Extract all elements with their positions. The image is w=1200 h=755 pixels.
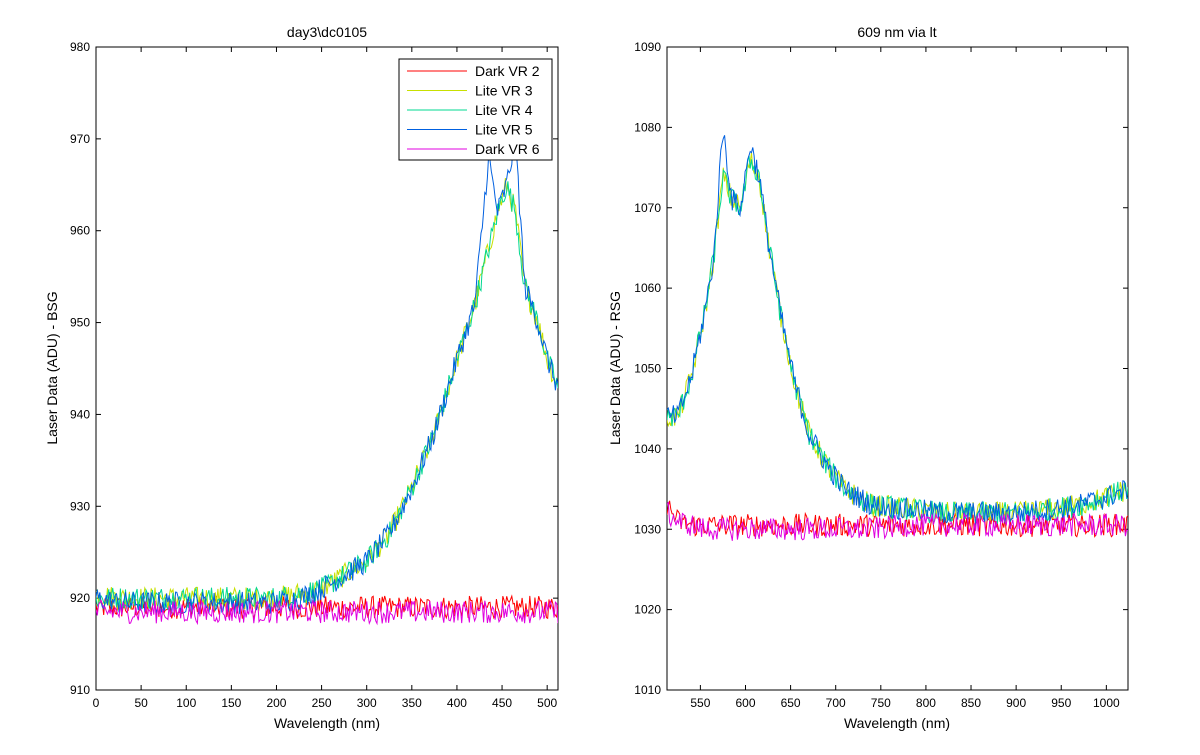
right-y-axis-label: Laser Data (ADU) - RSG	[607, 291, 623, 445]
x-tick-label: 800	[916, 696, 936, 710]
y-tick-label: 1030	[634, 522, 661, 536]
x-tick-label: 750	[871, 696, 891, 710]
right-ticks: 550 600 650 700 750 800 850 900 950 1000 1010 1020 1…	[634, 40, 1128, 710]
y-tick-label: 1070	[634, 201, 661, 215]
y-tick-label: 920	[70, 591, 90, 605]
legend-entry-label: Lite VR 3	[475, 83, 533, 99]
x-tick-label: 850	[961, 696, 981, 710]
x-tick-label: 350	[402, 696, 422, 710]
x-tick-label: 300	[357, 696, 377, 710]
x-tick-label: 950	[1051, 696, 1071, 710]
y-tick-label: 1040	[634, 442, 661, 456]
x-tick-label: 450	[492, 696, 512, 710]
x-tick-label: 1000	[1093, 696, 1120, 710]
legend-entry-label: Dark VR 6	[475, 141, 540, 157]
left-y-axis-label: Laser Data (ADU) - BSG	[44, 291, 60, 444]
y-tick-label: 970	[70, 132, 90, 146]
y-tick-label: 960	[70, 224, 90, 238]
y-tick-label: 1060	[634, 281, 661, 295]
legend: Dark VR 2 Lite VR 3 Lite VR 4 Lite VR 5 Dark…	[398, 58, 553, 161]
y-tick-label: 1010	[634, 683, 661, 697]
series-line-lite-vr-3	[96, 178, 558, 612]
right-series-group	[667, 135, 1128, 541]
legend-entry-label: Lite VR 4	[475, 102, 533, 118]
y-tick-label: 980	[70, 40, 90, 54]
y-tick-label: 930	[70, 499, 90, 513]
x-tick-label: 50	[134, 696, 148, 710]
x-tick-label: 0	[93, 696, 100, 710]
y-tick-label: 1090	[634, 40, 661, 54]
series-line-lite-vr-5	[667, 135, 1128, 526]
legend-entry-label: Lite VR 5	[475, 122, 533, 138]
left-plot-title: day3\dc0105	[287, 24, 367, 40]
y-tick-label: 1020	[634, 603, 661, 617]
y-tick-label: 910	[70, 683, 90, 697]
x-tick-label: 700	[826, 696, 846, 710]
series-line-dark-vr-2	[96, 594, 558, 621]
right-plot: 550 600 650 700 750 800 850 900 950 1000 1010 1020 1…	[607, 24, 1129, 731]
series-line-dark-vr-6	[96, 599, 558, 626]
x-tick-label: 200	[266, 696, 286, 710]
x-tick-label: 550	[690, 696, 710, 710]
x-tick-label: 900	[1006, 696, 1026, 710]
right-plot-title: 609 nm via lt	[857, 24, 936, 40]
left-ticks: 0 50 100 150 200 250 300 350 400 450 500 910 920 930 9…	[70, 40, 558, 710]
series-line-dark-vr-6	[667, 501, 1128, 541]
left-series-group	[96, 128, 558, 626]
x-tick-label: 600	[735, 696, 755, 710]
right-x-axis-label: Wavelength (nm)	[844, 715, 950, 731]
x-tick-label: 400	[447, 696, 467, 710]
left-x-axis-label: Wavelength (nm)	[274, 715, 380, 731]
left-plot: 0 50 100 150 200 250 300 350 400 450 500 910 920 930 9…	[44, 24, 559, 731]
y-tick-label: 950	[70, 316, 90, 330]
y-tick-label: 1050	[634, 362, 661, 376]
x-tick-label: 100	[176, 696, 196, 710]
legend-entry-label: Dark VR 2	[475, 63, 540, 79]
x-tick-label: 650	[781, 696, 801, 710]
y-tick-label: 1080	[634, 120, 661, 134]
x-tick-label: 250	[312, 696, 332, 710]
x-tick-label: 500	[537, 696, 557, 710]
y-tick-label: 940	[70, 407, 90, 421]
series-line-lite-vr-4	[96, 181, 558, 611]
right-plot-area	[666, 46, 1129, 691]
x-tick-label: 150	[221, 696, 241, 710]
